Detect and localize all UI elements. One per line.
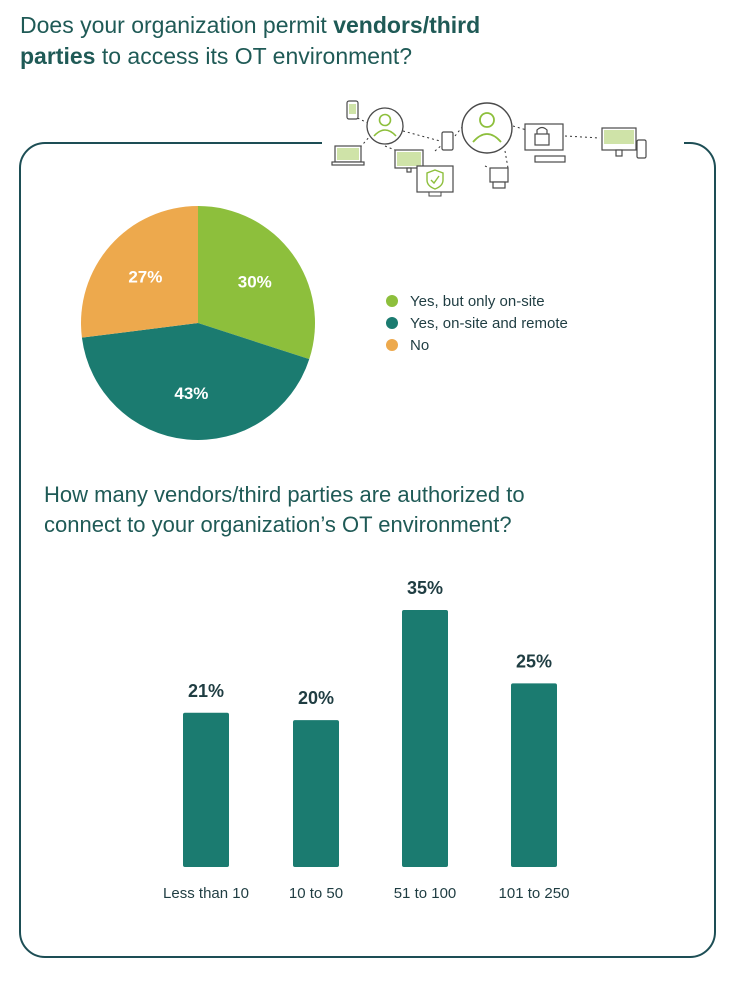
subtitle-line1: How many vendors/third parties are autho… <box>44 482 525 507</box>
pie-legend: Yes, but only on-site Yes, on-site and r… <box>386 290 568 356</box>
legend-swatch-orange <box>386 339 398 351</box>
legend-item: Yes, but only on-site <box>386 290 568 312</box>
user-icon <box>461 102 513 154</box>
pie-chart: 30% 43% 27% <box>81 206 315 441</box>
subtitle-line2: connect to your organization’s OT enviro… <box>44 512 512 537</box>
bar-value-label: 25% <box>516 651 552 671</box>
legend-label: No <box>410 336 430 354</box>
lock-icon <box>524 123 566 163</box>
legend-item: No <box>386 334 568 356</box>
pie-slice <box>198 206 315 360</box>
pie-slice-label: 27% <box>128 268 162 287</box>
network-illustration <box>331 100 647 197</box>
bar-category-label: 10 to 50 <box>289 885 343 902</box>
pie-slice-label: 43% <box>174 384 208 403</box>
bar-category-label: 101 to 250 <box>499 885 570 902</box>
desktop-icon <box>489 167 509 189</box>
bar-chart-title: How many vendors/third parties are autho… <box>44 480 684 540</box>
legend-swatch-teal <box>386 317 398 329</box>
title-bold2: parties <box>20 43 96 69</box>
legend-item: Yes, on-site and remote <box>386 312 568 334</box>
bar <box>511 683 557 867</box>
page-title: Does your organization permit vendors/th… <box>20 10 640 72</box>
pie-slice-label: 30% <box>238 273 272 292</box>
pie-slice <box>81 323 310 441</box>
monitor-icon <box>601 127 647 159</box>
shield-check-icon <box>416 165 454 197</box>
bar-value-label: 21% <box>188 681 224 701</box>
bar <box>402 610 448 867</box>
bar <box>183 712 229 867</box>
monitor-icon <box>394 149 424 173</box>
legend-swatch-green <box>386 295 398 307</box>
user-icon <box>366 107 404 145</box>
tablet-icon <box>441 131 454 151</box>
bar-category-label: 51 to 100 <box>394 885 457 902</box>
legend-label: Yes, on-site and remote <box>410 314 568 332</box>
bar-value-label: 35% <box>407 578 443 598</box>
bar-value-label: 20% <box>298 688 334 708</box>
title-bold1: vendors/third <box>333 12 481 38</box>
phone-icon <box>346 100 359 120</box>
laptop-icon <box>331 145 365 166</box>
pie-slice <box>81 206 198 338</box>
title-part2: to access its OT environment? <box>95 43 413 69</box>
title-part1: Does your organization permit <box>20 12 334 38</box>
bar-category-label: Less than 10 <box>163 885 249 902</box>
bar <box>293 720 339 867</box>
legend-label: Yes, but only on-site <box>410 292 545 310</box>
